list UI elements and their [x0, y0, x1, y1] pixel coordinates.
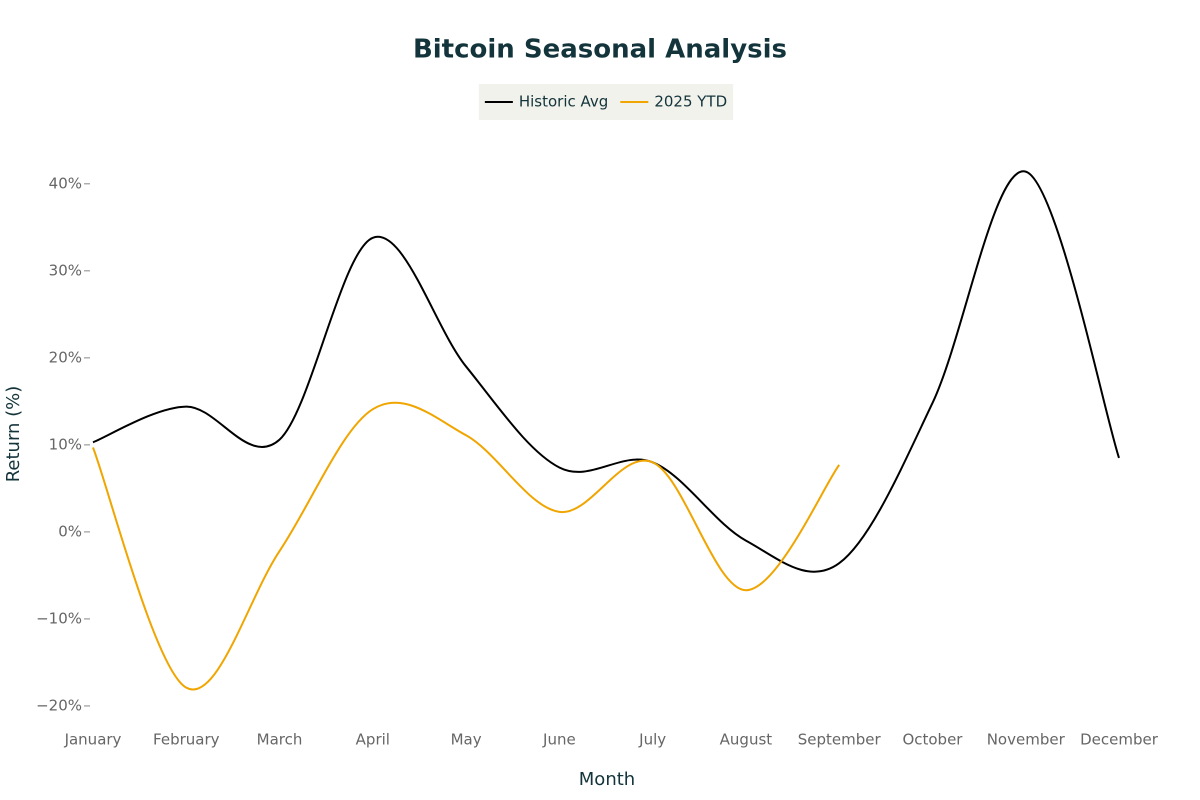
x-tick-label: December	[1080, 731, 1159, 749]
x-tick-label: August	[720, 731, 773, 749]
line-series	[92, 401, 840, 691]
chart-title: Bitcoin Seasonal Analysis	[413, 35, 787, 65]
y-axis-title: Return (%)	[3, 386, 24, 483]
y-tick-label: 10%	[49, 435, 82, 453]
x-tick-label: July	[638, 731, 666, 749]
x-tick-label: September	[798, 731, 882, 749]
x-tick-label: October	[902, 731, 963, 749]
y-tick-label: −20%	[36, 696, 82, 714]
legend-box	[478, 84, 734, 120]
x-tick-label: April	[356, 731, 390, 749]
legend-label: 2025 YTD	[654, 93, 727, 111]
y-tick-label: 20%	[49, 348, 82, 366]
x-tick-label: February	[153, 731, 220, 749]
x-axis-title: Month	[579, 769, 635, 790]
y-tick-label: 40%	[49, 174, 82, 192]
line-series	[92, 170, 1120, 573]
x-tick-label: January	[64, 731, 122, 749]
legend-label: Historic Avg	[519, 93, 608, 111]
x-tick-label: March	[257, 731, 303, 749]
x-tick-label: November	[987, 731, 1066, 749]
y-tick-label: 30%	[49, 261, 82, 279]
x-tick-label: June	[542, 731, 576, 749]
y-tick-label: −10%	[36, 609, 82, 627]
x-tick-label: May	[451, 731, 482, 749]
y-tick-label: 0%	[58, 522, 82, 540]
